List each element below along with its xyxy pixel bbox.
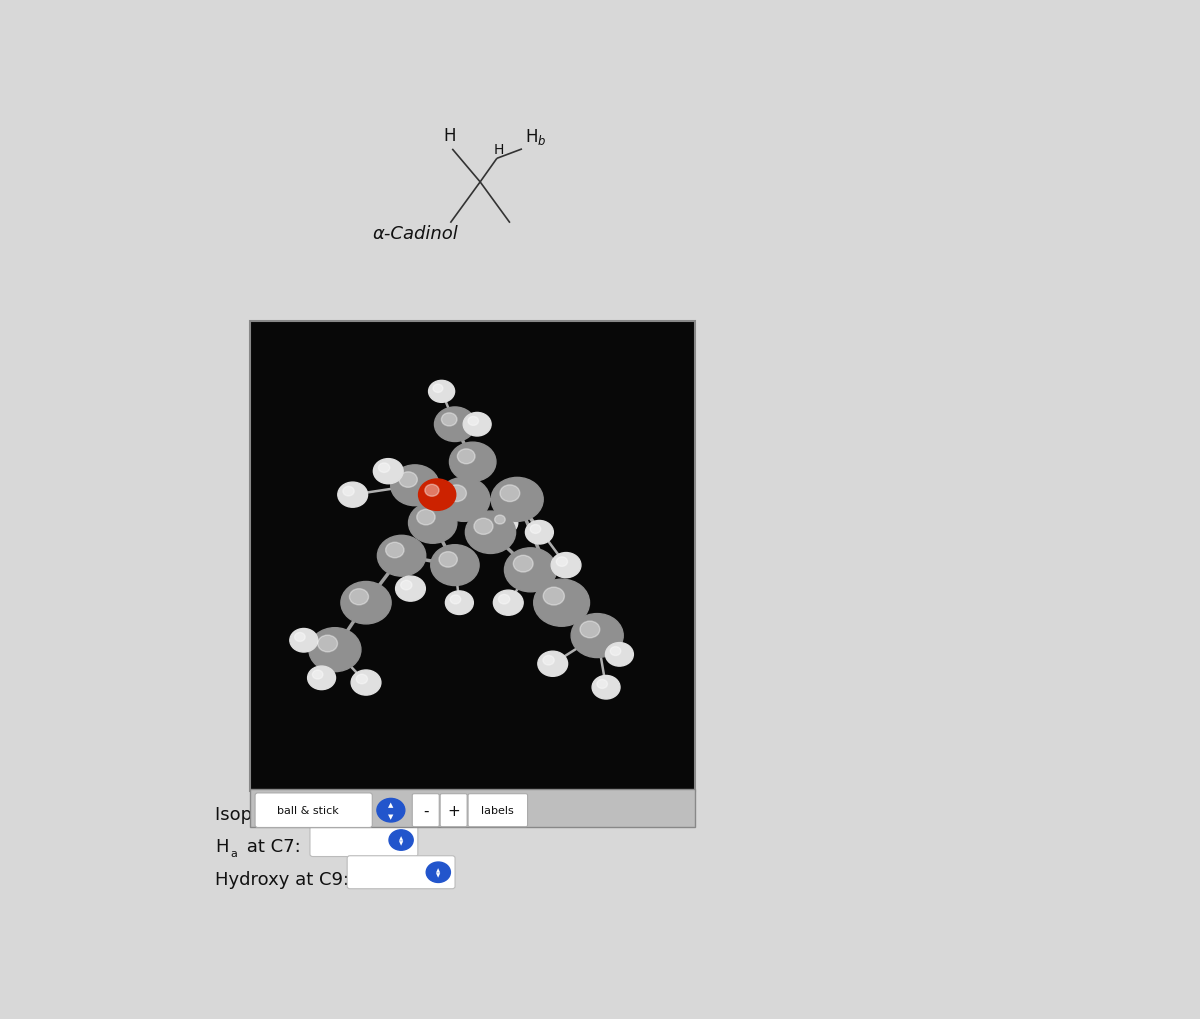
- Text: a: a: [230, 848, 236, 858]
- Circle shape: [416, 510, 436, 526]
- Circle shape: [341, 582, 391, 625]
- Text: H$_b$: H$_b$: [524, 126, 546, 147]
- Circle shape: [498, 595, 510, 604]
- Circle shape: [378, 464, 390, 473]
- Circle shape: [389, 830, 413, 851]
- Circle shape: [426, 798, 450, 818]
- Circle shape: [534, 580, 589, 627]
- Circle shape: [338, 483, 367, 507]
- Circle shape: [425, 485, 439, 496]
- Circle shape: [493, 591, 523, 615]
- Circle shape: [396, 577, 425, 601]
- Circle shape: [463, 413, 491, 436]
- Circle shape: [592, 676, 620, 699]
- Circle shape: [606, 643, 634, 666]
- Circle shape: [312, 671, 323, 680]
- Circle shape: [378, 536, 426, 577]
- Circle shape: [450, 442, 496, 482]
- Text: at C7:: at C7:: [241, 838, 301, 856]
- Circle shape: [439, 552, 457, 568]
- Circle shape: [385, 543, 404, 558]
- Circle shape: [611, 647, 620, 656]
- Text: Hydroxy at C9:: Hydroxy at C9:: [215, 869, 349, 888]
- Circle shape: [433, 385, 443, 393]
- Circle shape: [438, 478, 490, 522]
- Circle shape: [426, 862, 450, 882]
- Text: H: H: [494, 143, 504, 157]
- Circle shape: [445, 591, 473, 614]
- FancyBboxPatch shape: [347, 856, 455, 889]
- Circle shape: [450, 595, 461, 604]
- Circle shape: [491, 478, 544, 522]
- Circle shape: [442, 414, 457, 427]
- Circle shape: [408, 503, 457, 544]
- Circle shape: [490, 512, 517, 535]
- Text: labels: labels: [481, 805, 514, 815]
- Circle shape: [419, 480, 456, 511]
- Circle shape: [428, 381, 455, 403]
- Circle shape: [401, 581, 412, 590]
- Circle shape: [466, 512, 516, 554]
- Text: ▼: ▼: [388, 814, 394, 819]
- Circle shape: [356, 675, 367, 684]
- Circle shape: [349, 589, 368, 605]
- Circle shape: [557, 557, 568, 567]
- Circle shape: [500, 485, 520, 502]
- Text: ball & stick: ball & stick: [277, 805, 338, 815]
- Bar: [251, 789, 695, 826]
- FancyBboxPatch shape: [347, 792, 455, 824]
- Circle shape: [446, 485, 467, 502]
- Text: +: +: [448, 803, 460, 818]
- Text: ▲: ▲: [436, 803, 440, 808]
- Text: H: H: [215, 838, 229, 856]
- FancyBboxPatch shape: [468, 794, 528, 826]
- Circle shape: [294, 633, 305, 642]
- Text: α-Cadinol: α-Cadinol: [372, 225, 458, 243]
- FancyBboxPatch shape: [440, 794, 467, 826]
- Circle shape: [343, 487, 354, 496]
- Circle shape: [377, 799, 404, 822]
- Circle shape: [391, 466, 439, 506]
- Circle shape: [431, 545, 479, 586]
- FancyBboxPatch shape: [256, 793, 372, 827]
- Text: H: H: [443, 127, 456, 145]
- Text: ▲: ▲: [436, 867, 440, 872]
- Circle shape: [398, 473, 418, 488]
- Circle shape: [542, 656, 554, 665]
- Circle shape: [307, 666, 336, 690]
- Circle shape: [596, 680, 607, 689]
- Circle shape: [352, 671, 380, 695]
- Circle shape: [504, 548, 557, 592]
- Circle shape: [551, 553, 581, 578]
- Circle shape: [474, 519, 493, 535]
- Circle shape: [318, 636, 337, 652]
- Text: ▲: ▲: [398, 836, 403, 841]
- FancyBboxPatch shape: [310, 823, 418, 857]
- Circle shape: [514, 555, 533, 573]
- Text: ▼: ▼: [436, 872, 440, 877]
- Circle shape: [373, 460, 403, 484]
- Text: -: -: [422, 803, 428, 818]
- Circle shape: [308, 628, 361, 672]
- Circle shape: [580, 622, 600, 638]
- Circle shape: [526, 521, 553, 544]
- FancyBboxPatch shape: [413, 794, 439, 826]
- Circle shape: [468, 417, 479, 426]
- Circle shape: [457, 449, 475, 465]
- Text: Isopropyl at C6:: Isopropyl at C6:: [215, 805, 358, 823]
- Circle shape: [494, 516, 505, 525]
- Circle shape: [538, 651, 568, 677]
- Circle shape: [434, 408, 475, 442]
- Text: ▼: ▼: [436, 808, 440, 813]
- Circle shape: [544, 588, 564, 605]
- Text: ▼: ▼: [398, 840, 403, 845]
- Circle shape: [571, 614, 623, 658]
- Circle shape: [530, 525, 541, 534]
- Text: ▲: ▲: [388, 801, 394, 807]
- Bar: [251, 322, 695, 791]
- Circle shape: [290, 629, 318, 652]
